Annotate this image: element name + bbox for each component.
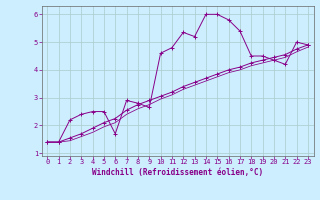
X-axis label: Windchill (Refroidissement éolien,°C): Windchill (Refroidissement éolien,°C) xyxy=(92,168,263,177)
